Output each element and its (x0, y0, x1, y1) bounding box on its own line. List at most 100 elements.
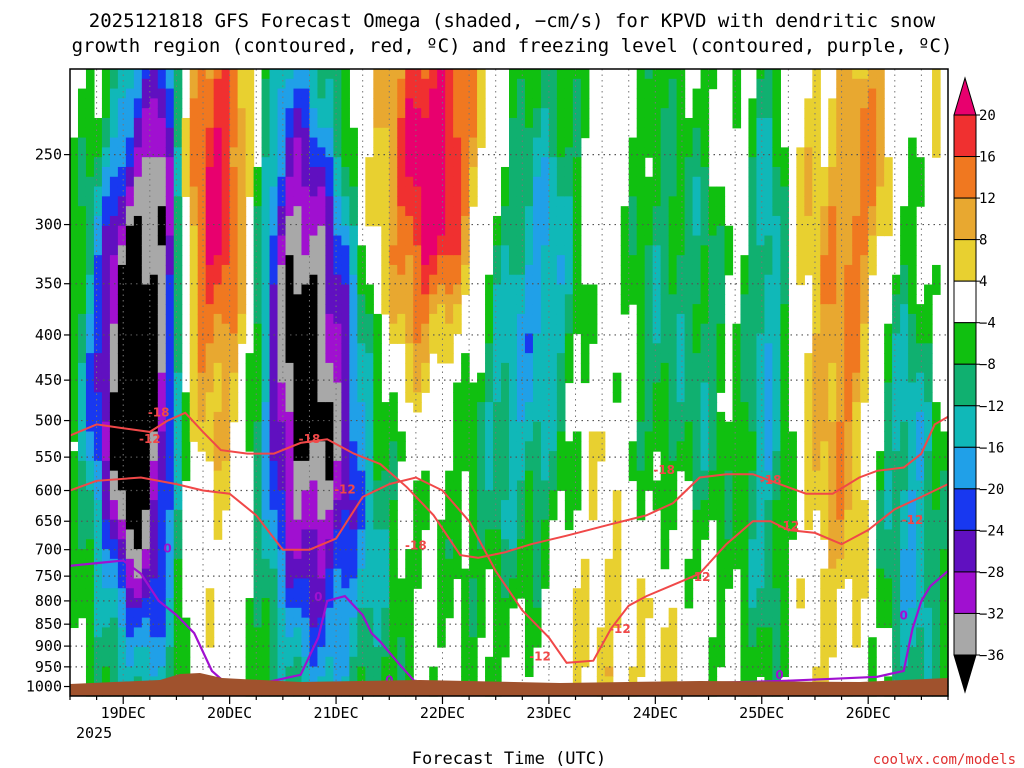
omega-cell (724, 480, 734, 491)
omega-cell (365, 411, 374, 423)
omega-cell (524, 98, 534, 109)
omega-cell (812, 127, 821, 139)
omega-cell (117, 549, 127, 560)
omega-cell (237, 313, 247, 325)
omega-cell (652, 225, 662, 237)
omega-cell (293, 539, 303, 550)
omega-cell (237, 137, 247, 148)
omega-cell (221, 137, 231, 148)
omega-cell (165, 500, 175, 511)
omega-cell (828, 421, 837, 433)
omega-cell (349, 157, 358, 168)
omega-cell (516, 137, 526, 148)
omega-cell (70, 402, 79, 413)
omega-cell (716, 343, 726, 354)
omega-cell (756, 147, 766, 158)
omega-cell (317, 274, 327, 286)
omega-cell (540, 225, 550, 237)
omega-cell (85, 431, 95, 442)
omega-cell (860, 98, 869, 109)
omega-cell (524, 274, 534, 286)
omega-cell (269, 421, 279, 433)
omega-cell (405, 196, 414, 207)
omega-cell (820, 166, 829, 178)
omega-cell (804, 117, 813, 129)
omega-cell (812, 78, 821, 90)
omega-cell (477, 568, 486, 580)
omega-cell (900, 333, 909, 344)
omega-cell (485, 549, 494, 560)
omega-cell (117, 480, 127, 491)
omega-cell (277, 480, 287, 491)
omega-cell (333, 313, 342, 325)
omega-cell (780, 284, 789, 295)
omega-cell (125, 147, 135, 158)
omega-cell (820, 529, 829, 540)
omega-cell (333, 225, 342, 237)
omega-cell (117, 568, 127, 580)
omega-cell (676, 264, 686, 276)
omega-cell (532, 411, 542, 423)
omega-cell (181, 166, 191, 178)
omega-cell (636, 451, 646, 462)
omega-cell (317, 382, 327, 393)
omega-cell (85, 588, 95, 599)
omega-cell (157, 78, 167, 90)
omega-cell (828, 411, 837, 423)
omega-cell (772, 500, 781, 511)
omega-cell (572, 470, 582, 482)
omega-cell (892, 568, 901, 580)
omega-cell (556, 431, 566, 442)
omega-cell (780, 147, 789, 158)
omega-cell (668, 78, 678, 90)
omega-cell (269, 225, 279, 237)
omega-cell (405, 264, 414, 276)
omega-cell (820, 353, 829, 364)
omega-cell (333, 362, 342, 374)
omega-cell (453, 98, 462, 109)
omega-cell (301, 353, 311, 364)
omega-cell (301, 382, 311, 393)
omega-cell (205, 235, 215, 246)
omega-cell (269, 78, 279, 90)
omega-cell (77, 421, 87, 433)
omega-cell (748, 656, 758, 668)
omega-cell (333, 353, 342, 364)
omega-cell (844, 304, 853, 315)
omega-cell (556, 284, 566, 295)
omega-cell (732, 343, 742, 354)
omega-cell (133, 333, 143, 344)
omega-cell (293, 617, 303, 629)
omega-cell (269, 392, 279, 403)
omega-cell (133, 578, 143, 589)
omega-cell (93, 666, 103, 678)
omega-cell (516, 372, 526, 384)
omega-cell (157, 137, 167, 148)
omega-cell (397, 656, 406, 668)
omega-cell (229, 108, 239, 119)
omega-cell (684, 392, 694, 403)
omega-cell (253, 441, 263, 452)
omega-cell (516, 509, 526, 521)
omega-cell (676, 460, 686, 472)
omega-cell (413, 362, 422, 374)
omega-cell (309, 627, 319, 638)
omega-cell (900, 255, 909, 266)
omega-cell (117, 607, 127, 619)
omega-cell (684, 147, 694, 158)
omega-cell (524, 637, 534, 648)
omega-cell (101, 500, 111, 511)
omega-cell (173, 637, 183, 648)
omega-cell (668, 88, 678, 99)
omega-cell (341, 137, 350, 148)
omega-cell (413, 568, 422, 580)
omega-cell (229, 372, 239, 384)
omega-cell (373, 656, 382, 668)
omega-cell (780, 470, 789, 482)
omega-cell (269, 637, 279, 648)
omega-cell (429, 78, 438, 90)
omega-cell (516, 147, 526, 158)
omega-cell (277, 323, 287, 335)
omega-cell (117, 656, 127, 668)
omega-cell (389, 637, 398, 648)
